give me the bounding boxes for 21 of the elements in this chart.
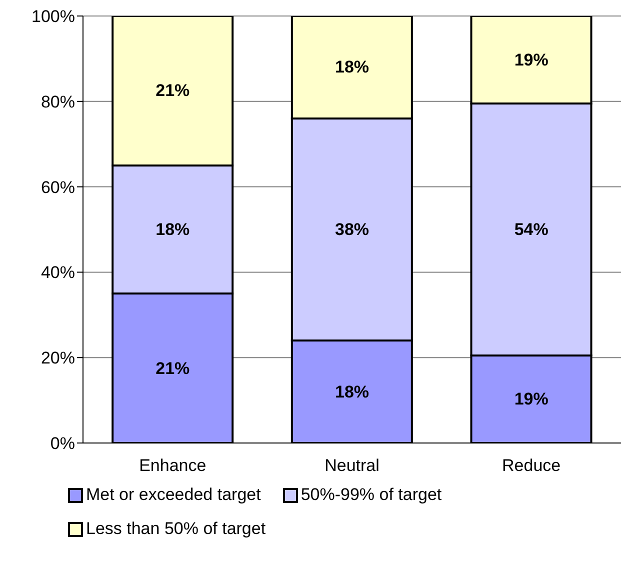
x-tick-label: Reduce	[502, 456, 561, 476]
y-tick-label: 0%	[50, 434, 75, 454]
annotation: 19%	[514, 390, 548, 409]
y-tick-label: 100%	[32, 7, 75, 26]
annotation: 18%	[334, 382, 370, 402]
y-tick-label: 40%	[40, 263, 75, 282]
legend-label: Met or exceeded target	[86, 485, 261, 505]
annotation: 21%	[156, 358, 190, 378]
y-tick-label: 20%	[40, 348, 75, 368]
annotation: 19%	[514, 50, 548, 70]
x-tick-label: Neutral	[324, 456, 380, 476]
y-tick-label: 80%	[40, 92, 75, 112]
annotation: 18%	[156, 220, 190, 239]
y-tick-label: 60%	[40, 178, 75, 197]
annotation: 21%	[156, 81, 190, 100]
legend-label: Less than 50% of target	[86, 519, 266, 539]
annotation: 54%	[514, 220, 548, 239]
annotation: 18%	[334, 58, 370, 77]
x-tick-label: Enhance	[139, 456, 206, 476]
annotation: 38%	[334, 220, 370, 239]
legend-label: 50%-99% of target	[300, 485, 442, 505]
